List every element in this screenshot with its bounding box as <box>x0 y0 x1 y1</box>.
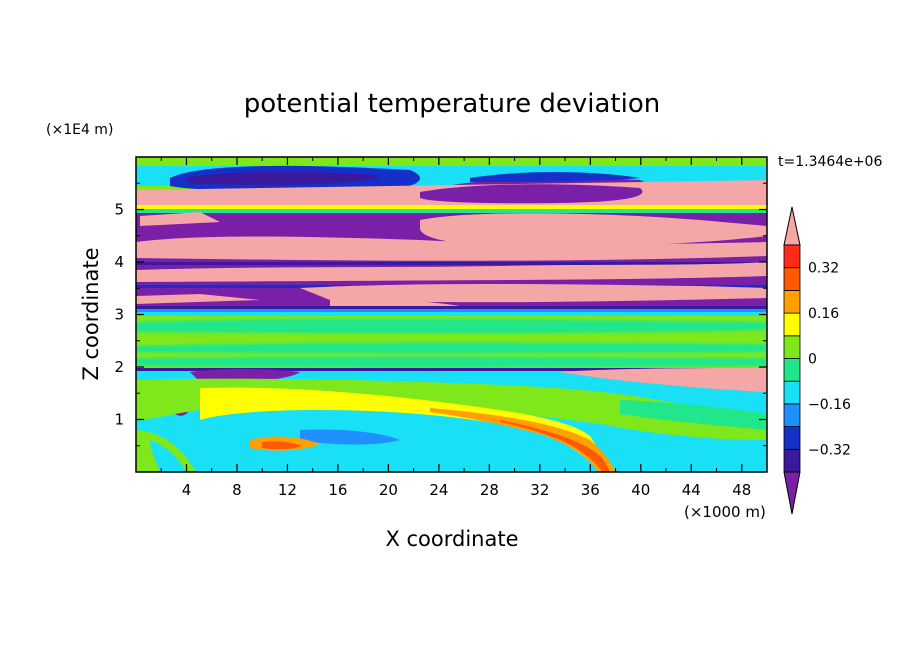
blob-seagreen-21 <box>136 356 767 368</box>
time-label: t=1.3464e+06 <box>778 154 882 170</box>
blob-pink-32 <box>136 294 260 304</box>
colorbar-label: 0 <box>808 352 817 368</box>
blob-cyan-bottom <box>150 440 186 472</box>
x-tick-label: 28 <box>480 481 499 499</box>
blob-pink-left-top <box>140 212 220 226</box>
x-tick-label: 4 <box>182 481 192 499</box>
colorbar-label: 0.16 <box>808 306 839 322</box>
band-cyan-31 <box>136 312 767 316</box>
blob-seagreen-24 <box>136 342 767 354</box>
x-tick-label: 40 <box>631 481 650 499</box>
colorbar-segment <box>783 403 801 427</box>
colorbar-segment <box>783 244 801 269</box>
blob-red-core <box>262 441 302 450</box>
blob-pink-4 <box>136 262 767 282</box>
colorbar-label: −0.16 <box>808 397 851 413</box>
x-tick-label: 20 <box>379 481 398 499</box>
colorbar-segment <box>783 358 801 382</box>
chart-title: potential temperature deviation <box>244 89 660 119</box>
colorbar-segment <box>783 335 801 359</box>
x-tick-label: 44 <box>682 481 701 499</box>
y-unit-label: (×1E4 m) <box>46 122 113 138</box>
y-tick-label: 3 <box>114 306 124 324</box>
y-tick-label: 5 <box>114 201 124 219</box>
colorbar-segment <box>783 380 801 405</box>
x-axis: 4 8 12 16 20 24 28 32 36 40 44 48 <box>160 157 751 499</box>
colorbar-label: −0.32 <box>808 442 851 458</box>
y-axis-label: Z coordinate <box>79 247 103 380</box>
band-blue-31 <box>136 309 767 312</box>
colorbar-extend-top <box>783 206 801 246</box>
x-tick-label: 8 <box>232 481 242 499</box>
colorbar-segment <box>783 289 801 314</box>
blob-green-right <box>620 400 767 430</box>
x-tick-label: 48 <box>732 481 751 499</box>
band-darkblue-31 <box>136 306 767 309</box>
y-tick-label: 4 <box>114 253 124 271</box>
blob-pink-lower-right <box>560 368 767 392</box>
y-axis: 1 2 3 4 5 <box>114 182 767 447</box>
y-tick-label: 1 <box>114 411 124 429</box>
colorbar: 0.32 0.16 0 −0.16 −0.32 <box>783 206 851 515</box>
blob-pink-35 <box>300 284 767 303</box>
blob-top-right-blue <box>470 172 640 182</box>
blob-red-plume <box>500 420 610 472</box>
band-green-line <box>136 209 767 213</box>
colorbar-segment <box>783 267 801 291</box>
colorbar-segment <box>783 426 801 450</box>
colorbar-label: 0.32 <box>808 261 839 277</box>
blob-pink-mid-left <box>136 236 767 261</box>
blob-pink-mid-right <box>420 213 767 247</box>
x-tick-label: 32 <box>530 481 549 499</box>
x-tick-label: 24 <box>429 481 448 499</box>
x-tick-label: 36 <box>581 481 600 499</box>
colorbar-segment <box>783 312 801 337</box>
colorbar-segment <box>783 448 801 473</box>
band-yellow-line <box>136 205 767 209</box>
x-unit-label: (×1000 m) <box>684 503 766 521</box>
x-tick-label: 16 <box>328 481 347 499</box>
band-purple-upper <box>420 184 643 204</box>
colorbar-extend-bottom <box>783 471 801 515</box>
blob-blue-core <box>300 429 400 445</box>
band-darkblue-2 <box>136 368 767 371</box>
y-tick-label: 2 <box>114 358 124 376</box>
x-axis-label: X coordinate <box>385 527 518 551</box>
blob-top-left-darkblue <box>185 171 380 185</box>
blob-seagreen-28 <box>136 318 767 334</box>
band-darkblue-4 <box>136 262 767 265</box>
x-tick-label: 12 <box>278 481 297 499</box>
contour-field <box>136 157 767 472</box>
blob-yellow-lower <box>200 387 614 472</box>
